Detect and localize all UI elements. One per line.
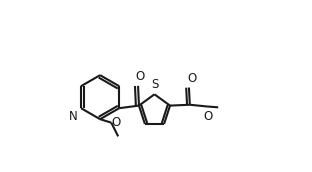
Text: O: O bbox=[187, 72, 196, 85]
Text: O: O bbox=[135, 70, 145, 83]
Text: N: N bbox=[69, 110, 78, 123]
Text: S: S bbox=[151, 78, 158, 90]
Text: O: O bbox=[203, 110, 212, 123]
Text: O: O bbox=[112, 116, 121, 129]
